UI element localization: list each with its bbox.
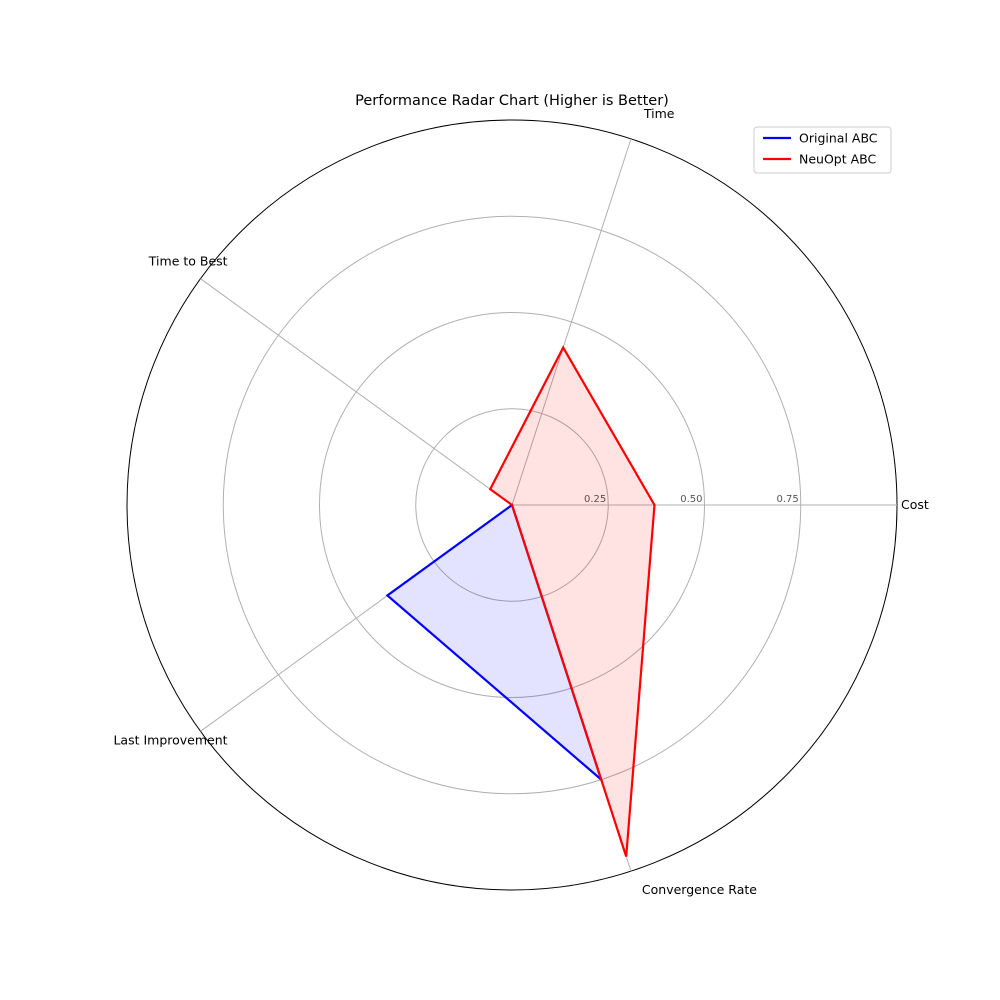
radial-tick-label: 0.25 xyxy=(584,494,606,505)
axis-label: Time to Best xyxy=(148,253,228,268)
legend-label: NeuOpt ABC xyxy=(799,152,877,167)
chart-title: Performance Radar Chart (Higher is Bette… xyxy=(355,93,669,109)
chart-legend: Original ABC NeuOpt ABC xyxy=(753,126,892,174)
axis-label: Cost xyxy=(901,497,929,512)
radial-tick-label: 0.75 xyxy=(776,494,798,505)
radar-axis-labels: Cost Time Time to Best Last Improvement Conv… xyxy=(113,106,928,897)
radar-spoke xyxy=(511,138,632,506)
legend-label: Original ABC xyxy=(799,131,878,146)
radial-tick-label: 0.50 xyxy=(680,494,702,505)
axis-label: Time xyxy=(643,106,675,121)
series-area xyxy=(490,347,655,857)
axis-label: Convergence Rate xyxy=(642,882,757,897)
series-line xyxy=(488,345,656,857)
radar-series xyxy=(385,345,656,857)
series-area xyxy=(387,505,602,780)
radar-spoke xyxy=(200,278,513,506)
axis-label: Last Improvement xyxy=(113,733,227,748)
